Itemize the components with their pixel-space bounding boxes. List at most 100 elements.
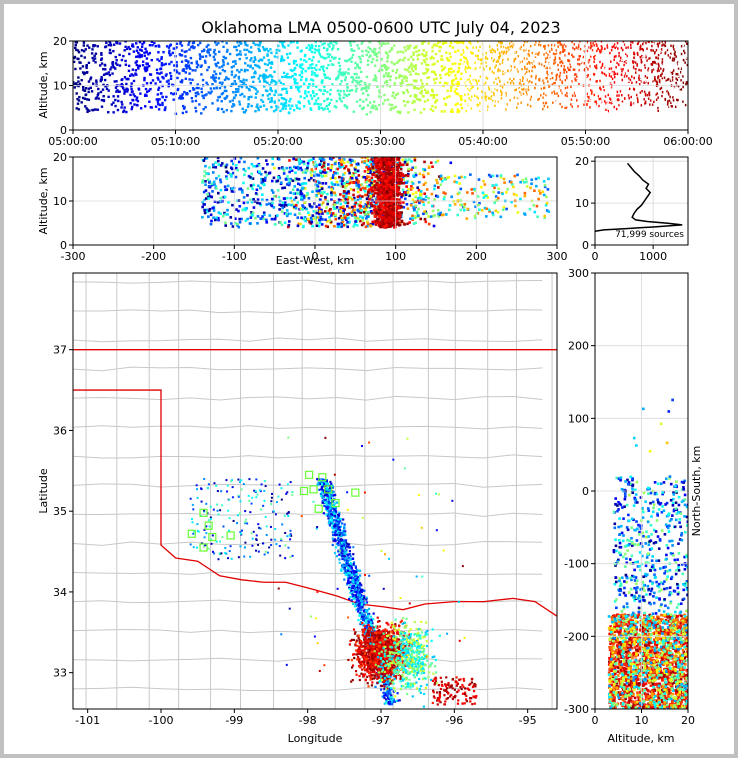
lightning-source bbox=[519, 81, 521, 85]
gap-pixel bbox=[585, 51, 588, 54]
lightning-source bbox=[309, 108, 313, 111]
lightning-source bbox=[677, 84, 680, 88]
lightning-source bbox=[247, 102, 250, 106]
gap-pixel bbox=[533, 99, 535, 101]
lightning-source bbox=[402, 99, 406, 103]
gap-pixel bbox=[463, 71, 465, 74]
lightning-source bbox=[92, 108, 95, 112]
lightning-source bbox=[315, 68, 318, 72]
gap-pixel bbox=[649, 82, 652, 85]
lightning-source bbox=[237, 225, 241, 229]
lightning-source bbox=[407, 169, 410, 173]
lightning-source bbox=[354, 220, 357, 223]
lightning-source bbox=[156, 100, 160, 103]
lightning-source bbox=[135, 60, 139, 63]
lightning-source bbox=[364, 157, 368, 159]
lightning-source bbox=[326, 52, 329, 56]
lightning-source bbox=[407, 66, 411, 69]
gap-pixel bbox=[549, 109, 552, 112]
lightning-source bbox=[557, 41, 559, 45]
lightning-source bbox=[405, 202, 409, 206]
lightning-source bbox=[242, 78, 245, 81]
lightning-source bbox=[189, 81, 192, 85]
lightning-source bbox=[465, 70, 467, 74]
lightning-source bbox=[80, 54, 83, 58]
lightning-source bbox=[413, 46, 416, 50]
lightning-source bbox=[282, 205, 286, 208]
lightning-source bbox=[589, 55, 592, 59]
lightning-source bbox=[352, 225, 356, 228]
lightning-source bbox=[366, 59, 370, 62]
lightning-source bbox=[201, 205, 204, 209]
lightning-source bbox=[322, 69, 326, 73]
lightning-source bbox=[309, 222, 313, 225]
lightning-source bbox=[359, 201, 362, 204]
lightning-source bbox=[279, 41, 282, 43]
lightning-source bbox=[252, 41, 255, 45]
lightning-source bbox=[656, 92, 659, 95]
lightning-source bbox=[320, 208, 323, 212]
lightning-source bbox=[330, 214, 333, 217]
lightning-source bbox=[211, 206, 215, 210]
lightning-source bbox=[545, 101, 548, 105]
lightning-source bbox=[427, 42, 430, 45]
lightning-source bbox=[259, 41, 262, 44]
lightning-source bbox=[386, 60, 389, 63]
lightning-source bbox=[560, 89, 562, 92]
gap-pixel bbox=[591, 58, 594, 60]
lightning-source bbox=[412, 79, 416, 82]
lightning-source bbox=[560, 64, 563, 68]
lightning-source bbox=[608, 74, 611, 78]
lightning-source bbox=[596, 49, 598, 53]
lightning-source bbox=[494, 104, 496, 107]
lightning-source bbox=[169, 77, 173, 80]
lightning-source bbox=[381, 85, 384, 88]
lightning-source bbox=[342, 191, 346, 195]
gap-pixel bbox=[516, 98, 519, 101]
lightning-source bbox=[223, 70, 227, 73]
lightning-source bbox=[316, 185, 320, 188]
lightning-source bbox=[75, 92, 78, 95]
lightning-source bbox=[626, 54, 628, 58]
lightning-source bbox=[206, 68, 209, 72]
lightning-source bbox=[682, 81, 685, 84]
gap-pixel bbox=[468, 104, 470, 106]
lightning-source bbox=[348, 158, 352, 162]
lightning-source bbox=[310, 50, 314, 54]
lightning-source bbox=[404, 158, 407, 161]
lightning-source bbox=[280, 58, 283, 61]
lightning-source bbox=[671, 72, 674, 75]
lightning-source bbox=[638, 78, 640, 81]
lightning-source bbox=[341, 74, 344, 77]
gap-pixel bbox=[580, 103, 582, 105]
lightning-source bbox=[215, 86, 219, 89]
lightning-source bbox=[355, 176, 358, 180]
lightning-source bbox=[89, 76, 93, 79]
lightning-source bbox=[487, 108, 489, 112]
gap-pixel bbox=[549, 46, 551, 49]
time-tick-label: 05:20:00 bbox=[253, 135, 302, 148]
lightning-source bbox=[229, 216, 233, 219]
lightning-source bbox=[475, 80, 478, 83]
lightning-source bbox=[273, 80, 277, 83]
lightning-source bbox=[153, 41, 156, 45]
lightning-source bbox=[218, 50, 221, 53]
lightning-source bbox=[604, 47, 606, 51]
lightning-source bbox=[354, 201, 358, 205]
lightning-source bbox=[128, 52, 131, 56]
gap-pixel bbox=[658, 108, 660, 110]
lightning-source bbox=[331, 157, 335, 160]
lightning-source bbox=[299, 66, 303, 69]
lightning-source bbox=[141, 42, 144, 46]
lightning-source bbox=[150, 106, 153, 109]
lightning-source bbox=[375, 79, 378, 82]
lightning-source bbox=[293, 61, 296, 64]
lightning-source bbox=[225, 108, 229, 112]
lightning-source bbox=[555, 76, 558, 80]
lightning-source bbox=[73, 60, 76, 64]
lightning-source bbox=[270, 197, 274, 201]
lightning-source bbox=[223, 185, 227, 189]
gap-pixel bbox=[507, 64, 509, 66]
lightning-source bbox=[411, 166, 414, 170]
lightning-source bbox=[573, 48, 576, 51]
